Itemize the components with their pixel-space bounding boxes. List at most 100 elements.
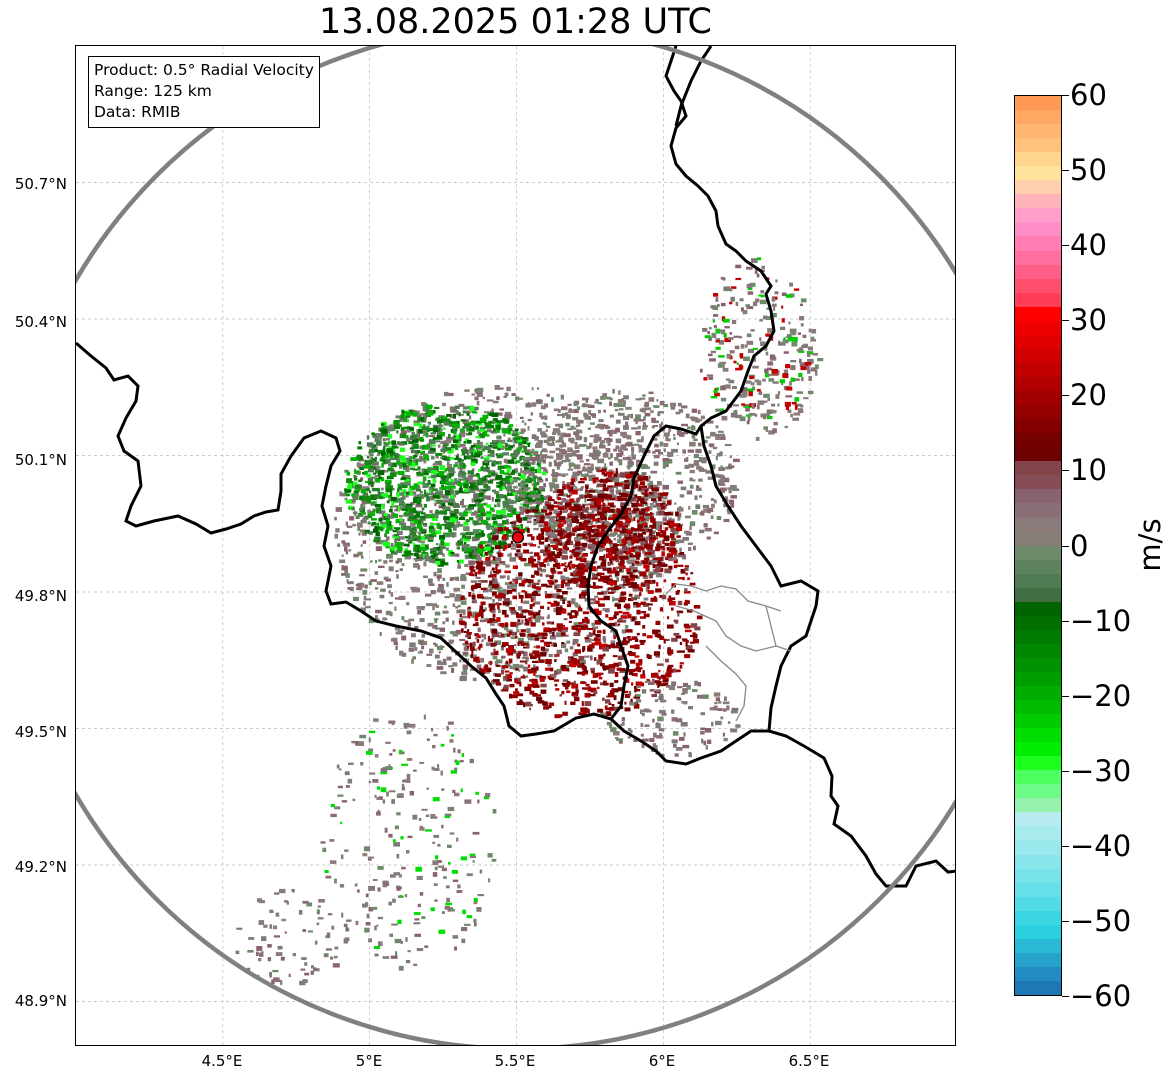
velocity-echo-bin — [583, 463, 591, 466]
velocity-echo-bin — [587, 427, 591, 430]
velocity-echo-bin — [556, 632, 563, 638]
velocity-echo-bin — [672, 539, 680, 544]
velocity-echo-bin — [592, 673, 596, 679]
velocity-echo-bin — [417, 481, 424, 485]
velocity-echo-bin — [463, 542, 467, 545]
velocity-echo-bin — [629, 473, 634, 478]
velocity-echo-bin — [478, 570, 485, 573]
velocity-echo-bin — [629, 574, 635, 578]
velocity-echo-bin — [601, 466, 608, 470]
velocity-echo-bin — [532, 668, 535, 673]
velocity-echo-bin — [533, 479, 536, 483]
velocity-echo-bin — [566, 640, 571, 644]
velocity-echo-bin — [566, 482, 574, 486]
velocity-echo-bin — [496, 632, 502, 635]
velocity-echo-bin — [517, 472, 521, 476]
velocity-echo-bin — [378, 565, 385, 568]
velocity-echo-bin — [452, 518, 458, 522]
velocity-echo-bin — [396, 430, 399, 434]
velocity-echo-bin — [375, 615, 378, 619]
velocity-echo-bin — [520, 456, 525, 459]
velocity-echo-bin — [516, 544, 522, 549]
velocity-echo-bin — [508, 645, 514, 650]
velocity-echo-bin — [517, 529, 525, 534]
velocity-echo-bin — [526, 609, 529, 613]
velocity-echo-bin — [658, 676, 661, 680]
velocity-echo-bin — [595, 672, 599, 678]
velocity-echo-bin — [595, 466, 601, 470]
velocity-echo-bin — [478, 429, 486, 432]
velocity-echo-bin — [589, 444, 592, 449]
velocity-echo-bin — [374, 587, 379, 590]
velocity-echo-bin — [600, 708, 604, 714]
velocity-echo-bin — [517, 693, 524, 697]
velocity-echo-bin — [395, 424, 402, 427]
velocity-echo-bin — [585, 485, 589, 490]
velocity-echo-bin — [477, 593, 484, 597]
velocity-echo-bin — [549, 635, 556, 640]
velocity-echo-bin — [612, 475, 620, 480]
radar-map-panel[interactable] — [75, 45, 956, 1046]
velocity-echo-bin — [526, 520, 532, 524]
velocity-echo-bin — [524, 618, 528, 622]
velocity-echo-bin — [439, 627, 445, 632]
velocity-echo-bin — [495, 641, 498, 645]
velocity-echo-bin — [436, 543, 439, 546]
velocity-echo-bin — [617, 495, 622, 499]
velocity-echo-bin — [629, 471, 636, 475]
velocity-echo-bin — [597, 531, 605, 536]
velocity-echo-bin — [457, 565, 462, 569]
velocity-echo-bin — [442, 416, 448, 420]
velocity-echo-bin — [620, 706, 624, 710]
velocity-echo-bin — [629, 645, 636, 649]
velocity-echo-bin — [364, 584, 368, 589]
velocity-echo-bin — [502, 452, 509, 456]
velocity-echo-bin — [544, 526, 551, 532]
velocity-echo-bin — [590, 463, 594, 469]
velocity-echo-bin — [399, 517, 403, 522]
velocity-echo-bin — [609, 453, 613, 459]
velocity-echo-bin — [571, 625, 577, 630]
velocity-echo-bin — [598, 497, 605, 502]
velocity-echo-bin — [641, 473, 645, 477]
velocity-echo-bin — [360, 477, 364, 481]
velocity-echo-bin — [668, 459, 673, 464]
velocity-echo-bin — [496, 617, 501, 622]
velocity-echo-bin — [627, 638, 632, 641]
velocity-echo-bin — [577, 488, 581, 491]
velocity-echo-bin — [523, 600, 530, 604]
velocity-echo-bin — [354, 478, 357, 481]
velocity-echo-bin — [559, 510, 563, 515]
velocity-echo-bin — [584, 692, 591, 698]
velocity-echo-bin — [426, 653, 433, 656]
velocity-echo-bin — [393, 534, 399, 539]
radar-map[interactable] — [76, 46, 956, 1046]
velocity-echo-bin — [440, 560, 446, 565]
velocity-echo-bin — [414, 647, 418, 651]
velocity-echo-bin — [573, 622, 579, 627]
velocity-echo-bin — [476, 564, 481, 570]
velocity-echo-bin — [421, 420, 424, 423]
velocity-echo-bin — [627, 461, 634, 466]
velocity-echo-bin — [547, 555, 550, 559]
velocity-echo-bin — [378, 476, 382, 480]
velocity-echo-bin — [527, 418, 532, 422]
velocity-echo-bin — [549, 702, 555, 706]
velocity-echo-bin — [526, 449, 531, 453]
velocity-echo-bin — [532, 660, 539, 663]
velocity-echo-bin — [562, 624, 565, 628]
velocity-echo-bin — [483, 457, 489, 460]
velocity-echo-bin — [691, 425, 694, 428]
velocity-echo-bin — [534, 618, 541, 623]
velocity-echo-bin — [547, 504, 554, 509]
velocity-echo-bin — [433, 466, 439, 471]
velocity-echo-bin — [534, 570, 539, 575]
velocity-echo-bin — [648, 607, 652, 611]
velocity-echo-bin — [500, 495, 504, 499]
velocity-echo-bin — [552, 483, 560, 488]
velocity-echo-bin — [665, 638, 670, 641]
velocity-echo-bin — [420, 413, 427, 416]
velocity-echo-bin — [384, 479, 392, 485]
velocity-echo-bin — [349, 499, 356, 502]
velocity-echo-bin — [337, 543, 341, 547]
